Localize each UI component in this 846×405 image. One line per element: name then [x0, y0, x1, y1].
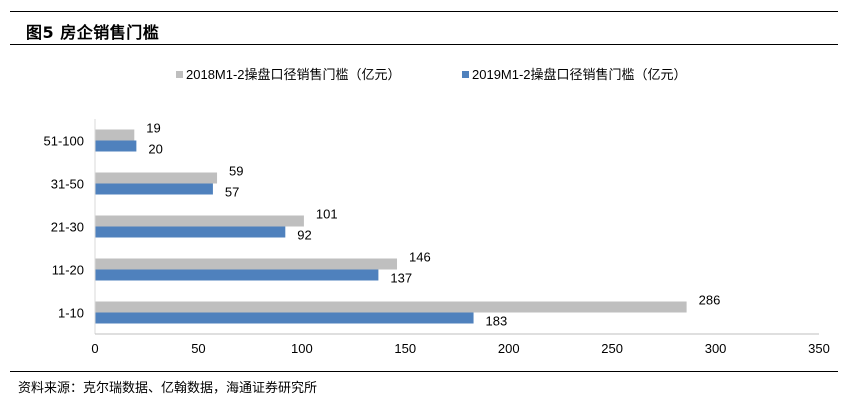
data-label: 19 [146, 121, 160, 136]
data-label: 137 [390, 271, 412, 286]
category-label: 51-100 [44, 134, 84, 149]
chart-legend: 2018M1-2操盘口径销售门槛（亿元） 2019M1-2操盘口径销售门槛（亿元） [176, 67, 687, 82]
category-label: 31-50 [51, 177, 84, 192]
bar-2019 [95, 269, 379, 281]
x-tick-label: 150 [394, 341, 416, 356]
x-tick-label: 250 [601, 341, 623, 356]
bar-2018 [95, 301, 687, 313]
x-axis: 0 50 100 150 200 250 300 350 [91, 333, 830, 356]
data-label: 146 [409, 250, 431, 265]
category-label: 1-10 [58, 306, 84, 321]
data-label: 59 [229, 164, 243, 179]
data-label: 20 [148, 142, 162, 157]
bar-2018 [95, 129, 135, 141]
source-note: 资料来源：克尔瑞数据、亿翰数据，海通证券研究所 [18, 381, 318, 396]
x-tick-label: 300 [705, 341, 727, 356]
category-label: 21-30 [51, 220, 84, 235]
bottom-rule [10, 371, 838, 372]
figure-title: 图5 房企销售门槛 [26, 23, 160, 42]
title-rule [10, 44, 838, 45]
top-rule [10, 11, 838, 12]
data-label: 57 [225, 185, 239, 200]
data-label: 101 [316, 207, 338, 222]
data-label: 183 [486, 314, 508, 329]
x-tick-label: 0 [91, 341, 98, 356]
legend-swatch-1 [176, 71, 183, 78]
x-tick-label: 200 [498, 341, 520, 356]
bar-2019 [95, 312, 474, 324]
legend-label-2: 2019M1-2操盘口径销售门槛（亿元） [472, 67, 687, 82]
bar-2019 [95, 226, 286, 238]
bar-2019 [95, 140, 137, 152]
category-label: 11-20 [52, 263, 84, 278]
data-label: 92 [297, 228, 311, 243]
data-label: 286 [699, 293, 721, 308]
bar-2018 [95, 215, 304, 227]
x-tick-label: 100 [291, 341, 313, 356]
x-tick-label: 50 [191, 341, 205, 356]
legend-label-1: 2018M1-2操盘口径销售门槛（亿元） [186, 67, 401, 82]
legend-swatch-2 [462, 71, 469, 78]
chart-bars: 19 20 59 57 101 92 146 137 286 183 [95, 121, 720, 329]
bar-2018 [95, 172, 218, 184]
y-axis-labels: 51-100 31-50 21-30 11-20 1-10 [44, 119, 96, 334]
bar-2019 [95, 183, 213, 195]
bar-2018 [95, 258, 398, 270]
x-tick-label: 350 [808, 341, 830, 356]
